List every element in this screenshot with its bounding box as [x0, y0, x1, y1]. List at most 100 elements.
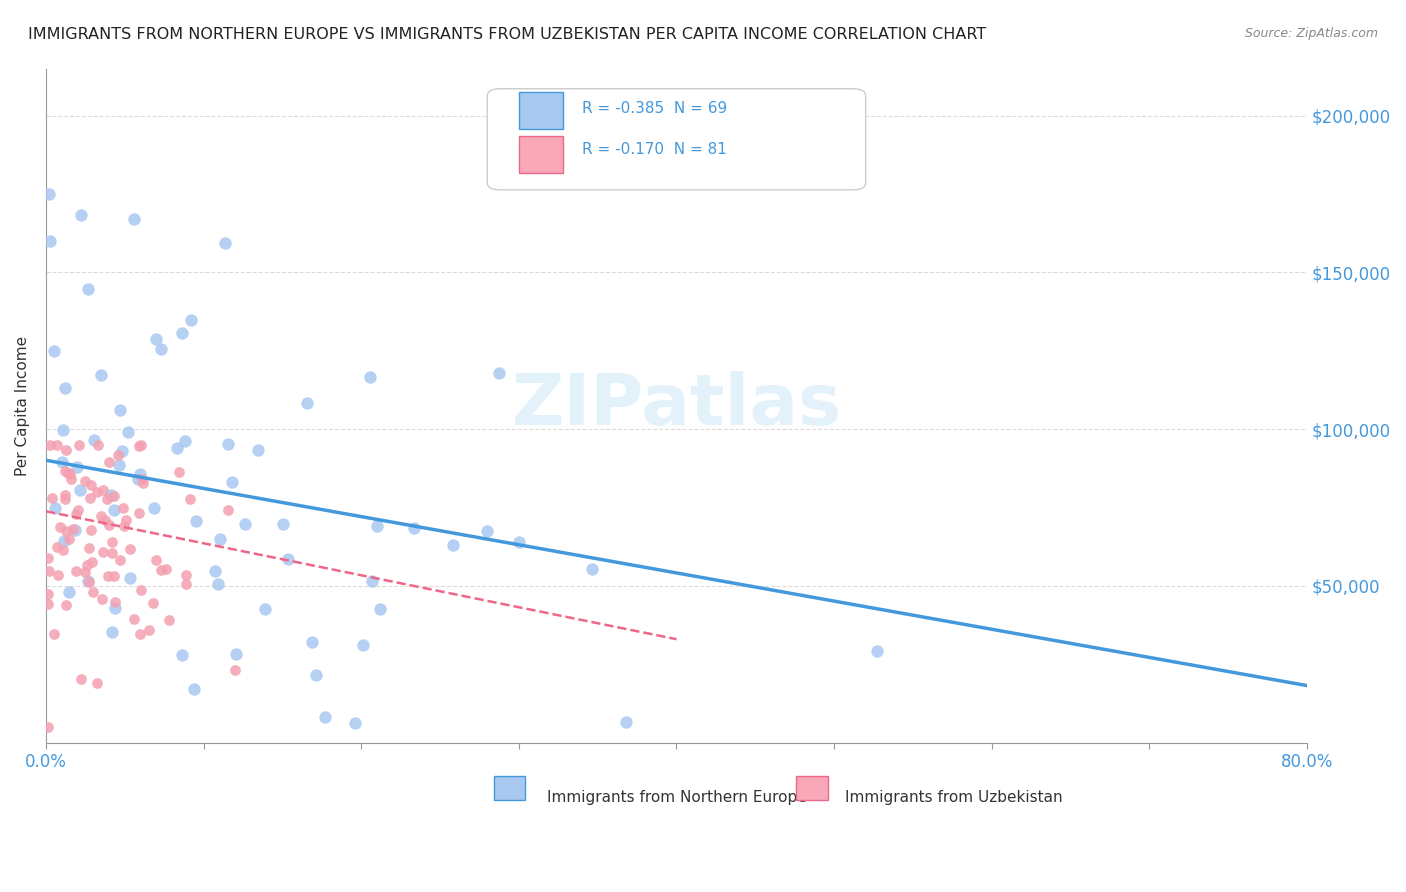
- Point: [37, 597, 59, 611]
- Point: [110, 403, 132, 417]
- FancyBboxPatch shape: [488, 88, 866, 190]
- Point: [314, 710, 336, 724]
- Point: [366, 519, 388, 533]
- Point: [150, 563, 173, 577]
- Point: [179, 492, 201, 507]
- Point: [79, 541, 101, 556]
- Point: [155, 562, 177, 576]
- FancyBboxPatch shape: [519, 92, 562, 129]
- Point: [56, 466, 79, 480]
- Point: [172, 326, 194, 340]
- Point: [80, 523, 103, 537]
- Point: [77, 575, 100, 590]
- Point: [488, 366, 510, 380]
- Text: Immigrants from Northern Europe: Immigrants from Northern Europe: [547, 789, 807, 805]
- Point: [301, 635, 323, 649]
- Point: [127, 473, 149, 487]
- Point: [100, 487, 122, 501]
- Point: [170, 648, 193, 662]
- Point: [76, 282, 98, 296]
- Point: [118, 542, 141, 557]
- Point: [55, 598, 77, 612]
- Point: [111, 444, 134, 458]
- Point: [80, 478, 103, 492]
- Point: [96, 492, 118, 507]
- Point: [55, 524, 77, 538]
- Point: [138, 623, 160, 637]
- Point: [91, 483, 114, 497]
- Point: [97, 455, 120, 469]
- Point: [45, 438, 67, 452]
- Point: [52, 543, 75, 558]
- Point: [37, 587, 59, 601]
- Point: [118, 570, 141, 584]
- Point: [129, 438, 152, 452]
- Point: [253, 601, 276, 615]
- Point: [224, 663, 246, 677]
- Point: [247, 442, 270, 457]
- Point: [39, 234, 62, 248]
- Point: [93, 545, 115, 559]
- Point: [59, 467, 82, 482]
- Point: [52, 423, 75, 437]
- Point: [129, 467, 152, 481]
- Text: ZIPatlas: ZIPatlas: [512, 371, 842, 440]
- Text: R = -0.170  N = 81: R = -0.170 N = 81: [582, 142, 727, 157]
- Point: [103, 503, 125, 517]
- Point: [441, 538, 464, 552]
- Point: [131, 472, 153, 486]
- Point: [107, 458, 129, 473]
- Point: [79, 491, 101, 505]
- Point: [94, 513, 117, 527]
- Point: [73, 475, 96, 489]
- Point: [39, 438, 62, 452]
- Point: [217, 503, 239, 517]
- Point: [352, 639, 374, 653]
- Point: [402, 521, 425, 535]
- Point: [128, 438, 150, 452]
- Point: [214, 235, 236, 250]
- Point: [58, 585, 80, 599]
- Point: [180, 313, 202, 327]
- Point: [90, 508, 112, 523]
- FancyBboxPatch shape: [519, 136, 562, 173]
- Point: [38, 186, 60, 201]
- Point: [38, 564, 60, 578]
- Point: [117, 425, 139, 439]
- Point: [77, 574, 100, 588]
- Point: [145, 553, 167, 567]
- Text: Source: ZipAtlas.com: Source: ZipAtlas.com: [1244, 27, 1378, 40]
- Point: [297, 396, 319, 410]
- Point: [70, 672, 93, 686]
- Point: [368, 602, 391, 616]
- Point: [359, 370, 381, 384]
- Point: [83, 434, 105, 448]
- Point: [65, 564, 87, 578]
- Point: [112, 519, 135, 533]
- Point: [124, 211, 146, 226]
- Point: [207, 577, 229, 591]
- Point: [150, 342, 173, 356]
- Text: R = -0.385  N = 69: R = -0.385 N = 69: [582, 102, 727, 117]
- Point: [86, 675, 108, 690]
- Point: [86, 485, 108, 500]
- Point: [53, 491, 76, 506]
- Point: [174, 568, 197, 582]
- Point: [167, 465, 190, 479]
- Point: [65, 508, 87, 522]
- Point: [87, 438, 110, 452]
- Point: [103, 569, 125, 583]
- Point: [51, 455, 73, 469]
- Point: [271, 516, 294, 531]
- Point: [101, 546, 124, 560]
- Point: [53, 381, 76, 395]
- Point: [157, 613, 180, 627]
- Point: [76, 558, 98, 573]
- Point: [48, 568, 70, 582]
- Point: [129, 627, 152, 641]
- Text: IMMIGRANTS FROM NORTHERN EUROPE VS IMMIGRANTS FROM UZBEKISTAN PER CAPITA INCOME : IMMIGRANTS FROM NORTHERN EUROPE VS IMMIG…: [28, 27, 987, 42]
- Point: [184, 515, 207, 529]
- Point: [166, 441, 188, 455]
- Point: [204, 565, 226, 579]
- Point: [277, 552, 299, 566]
